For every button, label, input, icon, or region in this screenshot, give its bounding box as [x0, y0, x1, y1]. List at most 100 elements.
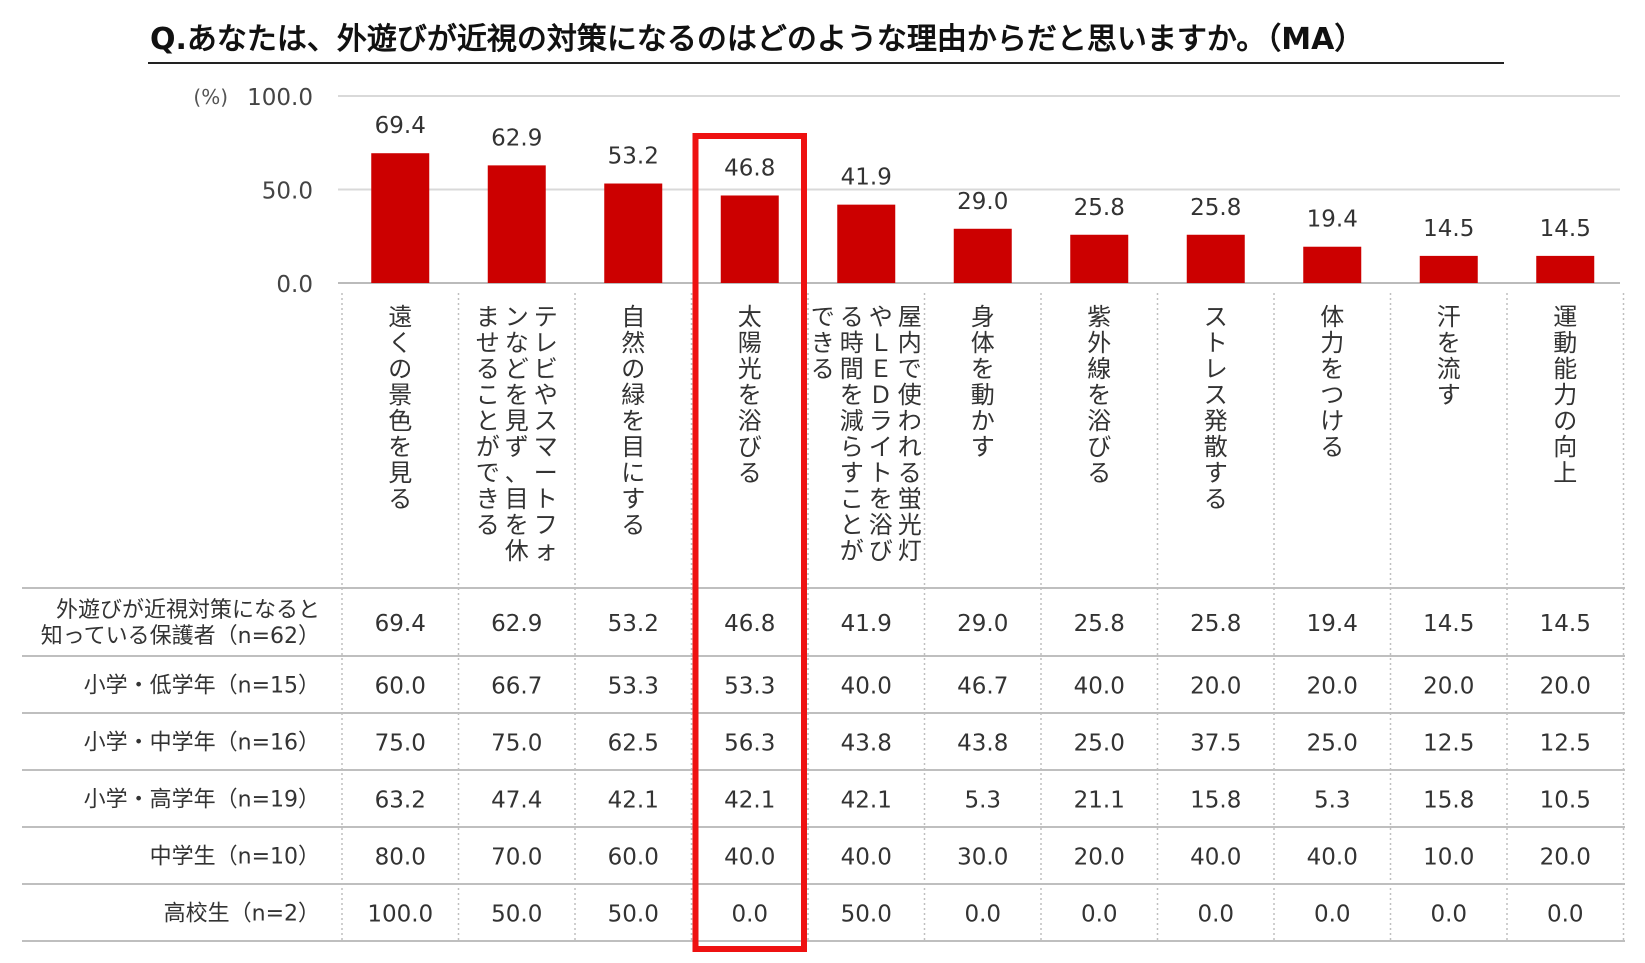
table-cell: 10.0 [1423, 845, 1474, 871]
category-label-char: ま [476, 303, 500, 331]
category-label-char: る [1204, 485, 1228, 513]
table-cell: 19.4 [1307, 611, 1358, 637]
table-cell: 0.0 [964, 902, 1001, 928]
table-cell: 40.0 [841, 845, 892, 871]
bar-value-label: 14.5 [1540, 216, 1591, 242]
category-label-char: 内 [898, 329, 922, 357]
category-label-char: る [811, 355, 835, 383]
table-cell: 40.0 [1190, 845, 1241, 871]
category-label-char: る [840, 303, 864, 331]
category-label-char: 流 [1437, 355, 1461, 383]
table-cell: 10.5 [1540, 788, 1591, 814]
category-label-char: る [388, 485, 412, 513]
category-label-char: ト [869, 459, 893, 487]
category-label-char: レ [1204, 355, 1228, 383]
table-row-label: 小学・高学年（n=19） [84, 788, 320, 813]
bar-value-label: 53.2 [608, 144, 659, 170]
category-label-char: 散 [1204, 433, 1228, 461]
table-cell: 46.8 [724, 611, 775, 637]
category-label-char: 目 [621, 433, 645, 461]
table-cell: 60.0 [375, 674, 426, 700]
table-cell: 0.0 [1314, 902, 1351, 928]
bar-value-label: 19.4 [1307, 207, 1358, 233]
highlight-box [692, 133, 807, 952]
table-cell: 15.8 [1190, 788, 1241, 814]
table-cell: 53.2 [608, 611, 659, 637]
table-cell: 53.3 [724, 674, 775, 700]
table-cell: 50.0 [608, 902, 659, 928]
table-cell: 25.0 [1074, 731, 1125, 757]
table-cell: 46.7 [957, 674, 1008, 700]
category-label-char: 能 [1553, 355, 1577, 383]
table-row-label: 知っている保護者（n=62） [41, 624, 320, 649]
table-cell: 20.0 [1423, 674, 1474, 700]
bar [604, 183, 663, 283]
bar [720, 195, 779, 283]
category-label-char: 色 [388, 407, 412, 435]
category-label-char: 体 [1320, 303, 1344, 331]
table-cell: 56.3 [724, 731, 775, 757]
category-label-char: ォ [534, 537, 558, 565]
category-label-char: や [869, 303, 893, 331]
category-label-char: び [738, 433, 762, 461]
category-label-char: ら [840, 433, 864, 461]
category-label-char: わ [898, 407, 922, 435]
table-cell: 41.9 [841, 611, 892, 637]
category-label-char: す [1437, 381, 1461, 409]
y-unit-label: (%) [193, 85, 228, 109]
category-label-char: 身 [971, 303, 995, 331]
table-cell: 62.9 [491, 611, 542, 637]
table-cell: 12.5 [1423, 731, 1474, 757]
category-label-char: る [476, 355, 500, 383]
table-cell: 20.0 [1190, 674, 1241, 700]
category-label-char: る [1087, 459, 1111, 487]
category-label-char: 運 [1553, 303, 1577, 331]
table-cell: 0.0 [1547, 902, 1584, 928]
category-label-char: 光 [738, 355, 762, 383]
table-row-label: 外遊びが近視対策になると [56, 598, 320, 623]
category-label-char: ス [1204, 303, 1228, 331]
table-cell: 5.3 [1314, 788, 1351, 814]
category-label-char: を [869, 485, 893, 513]
table-cell: 20.0 [1074, 845, 1125, 871]
category-label-char: る [476, 511, 500, 539]
bars-layer: 69.4 62.9 53.2 46.8 41.9 29.0 25.8 25.8 19.4 14.5… [371, 113, 1595, 283]
table-cell: 20.0 [1307, 674, 1358, 700]
bar [1536, 255, 1595, 283]
table-cell: 50.0 [841, 902, 892, 928]
category-label-char: の [1553, 407, 1577, 435]
category-label-char: 力 [1320, 329, 1344, 357]
table-cell: 30.0 [957, 845, 1008, 871]
category-label-char: く [388, 329, 412, 357]
category-label-char: せ [476, 329, 500, 357]
category-label-char: 浴 [869, 511, 893, 539]
bar-value-label: 46.8 [724, 155, 775, 181]
table-cell: 53.3 [608, 674, 659, 700]
category-label-char: ス [1204, 381, 1228, 409]
bar [1303, 246, 1362, 283]
table-cell: 25.0 [1307, 731, 1358, 757]
category-labels-layer: 遠くの景色を見るテレビやスマートフォンなどを見ず、目を休ませることができる自然の… [388, 303, 1577, 565]
table-cell: 0.0 [1081, 902, 1118, 928]
category-label-char: 目 [505, 485, 529, 513]
category-label-char: ン [505, 303, 529, 331]
category-label-char: イ [869, 433, 893, 461]
bar [371, 153, 430, 283]
category-label-char: す [1204, 459, 1228, 487]
category-label-char: こ [476, 381, 500, 409]
category-label-char: す [971, 433, 995, 461]
category-label-char: 陽 [738, 329, 762, 357]
category-label-char: き [811, 329, 835, 357]
category-label-char: び [1087, 433, 1111, 461]
category-label-char: つ [1320, 381, 1344, 409]
table-cell: 66.7 [491, 674, 542, 700]
table-row-label: 高校生（n=2） [164, 902, 320, 927]
highlight-layer [692, 133, 807, 952]
table-row-label: 小学・中学年（n=16） [84, 731, 320, 756]
table-cell: 0.0 [731, 902, 768, 928]
bar-value-label: 25.8 [1190, 195, 1241, 221]
table-cell: 14.5 [1540, 611, 1591, 637]
category-label-char: す [840, 459, 864, 487]
category-label-char: が [840, 537, 864, 565]
table-cell: 60.0 [608, 845, 659, 871]
